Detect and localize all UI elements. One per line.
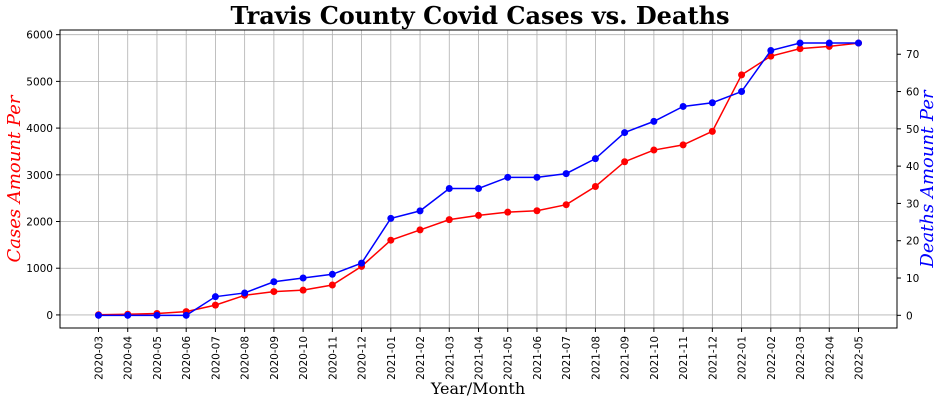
left-tick-label: 4000 [26, 123, 53, 135]
cases-point [504, 208, 512, 216]
cases-point [387, 236, 395, 244]
x-tick-label: 2021-08 [590, 336, 602, 380]
x-tick-label: 2020-11 [327, 336, 339, 380]
deaths-point [124, 311, 132, 319]
x-tick-label: 2021-04 [474, 336, 486, 380]
right-y-axis: 0 10 20 30 40 50 60 70 [897, 49, 919, 322]
deaths-point [445, 185, 453, 193]
deaths-point [591, 155, 599, 163]
right-tick-label: 10 [906, 273, 919, 285]
deaths-point [299, 274, 307, 282]
right-tick-label: 40 [906, 161, 919, 173]
cases-point [211, 301, 219, 309]
x-tick-label: 2021-03 [444, 336, 456, 380]
right-tick-label: 60 [906, 87, 919, 99]
deaths-point [153, 311, 161, 319]
series-deaths [95, 39, 862, 319]
x-tick-label: 2020-04 [123, 336, 135, 380]
x-tick-label: 2022-05 [854, 336, 866, 380]
x-tick-label: 2021-05 [503, 336, 515, 380]
left-tick-label: 1000 [26, 263, 53, 275]
deaths-point [767, 47, 775, 55]
x-tick-label: 2022-03 [795, 336, 807, 380]
x-tick-label: 2021-01 [386, 336, 398, 380]
left-tick-label: 2000 [26, 217, 53, 229]
x-tick-label: 2020-09 [269, 336, 281, 380]
series-layer [95, 39, 862, 319]
cases-point [416, 226, 424, 234]
deaths-point [328, 270, 336, 278]
left-y-axis-label: Cases Amount Per [4, 94, 25, 262]
x-tick-label: 2021-12 [707, 336, 719, 380]
x-tick-label: 2020-12 [357, 336, 369, 380]
left-y-axis: 0 1000 2000 3000 4000 5000 6000 [26, 30, 60, 322]
cases-point [533, 207, 541, 215]
x-tick-label: 2021-07 [561, 336, 573, 380]
deaths-point [738, 88, 746, 96]
deaths-point [855, 39, 862, 47]
cases-point [738, 71, 746, 79]
grid [60, 30, 897, 328]
deaths-point [211, 293, 219, 301]
cases-point [796, 45, 804, 53]
x-tick-label: 2020-10 [298, 336, 310, 380]
x-tick-label: 2020-06 [181, 336, 193, 380]
deaths-point [621, 129, 629, 137]
deaths-point [504, 173, 512, 181]
x-tick-label: 2021-11 [678, 336, 690, 380]
cases-point [270, 288, 278, 296]
x-axis: 2020-03 2020-04 2020-05 2020-06 2020-07 2020-… [94, 328, 866, 380]
cases-point [679, 141, 687, 149]
x-tick-label: 2020-08 [240, 336, 252, 380]
x-tick-label: 2021-06 [532, 336, 544, 380]
right-tick-label: 0 [906, 310, 913, 322]
cases-point [299, 286, 307, 294]
x-tick-label: 2021-02 [415, 336, 427, 380]
right-tick-label: 30 [906, 198, 919, 210]
left-tick-label: 3000 [26, 170, 53, 182]
x-tick-label: 2021-09 [620, 336, 632, 380]
x-tick-label: 2021-10 [649, 336, 661, 380]
cases-point [650, 146, 658, 154]
x-tick-label: 2022-01 [737, 336, 749, 380]
right-tick-label: 50 [906, 124, 919, 136]
right-tick-label: 20 [906, 236, 919, 248]
deaths-point [825, 39, 833, 47]
deaths-point [475, 185, 482, 193]
cases-point [621, 158, 629, 166]
deaths-point [562, 170, 570, 178]
cases-point [445, 216, 453, 224]
deaths-point [182, 311, 190, 319]
x-tick-label: 2020-05 [152, 336, 164, 380]
cases-point [591, 182, 599, 190]
cases-point [475, 211, 482, 219]
chart-title: Travis County Covid Cases vs. Deaths [230, 1, 729, 30]
deaths-point [270, 278, 278, 286]
cases-point [562, 201, 570, 209]
deaths-point [708, 99, 716, 107]
x-tick-label: 2022-02 [766, 336, 778, 380]
deaths-point [358, 259, 366, 267]
left-tick-label: 0 [46, 310, 53, 322]
deaths-point [241, 289, 249, 297]
x-tick-label: 2020-07 [210, 336, 222, 380]
deaths-point [679, 102, 687, 110]
cases-point [767, 52, 775, 60]
deaths-point [95, 311, 102, 319]
right-y-axis-label: Deaths Amount Per [917, 89, 938, 269]
x-axis-label: Year/Month [430, 379, 525, 398]
deaths-point [796, 39, 804, 47]
cases-point [708, 127, 716, 135]
cases-point [328, 281, 336, 289]
deaths-point [533, 173, 541, 181]
left-tick-label: 6000 [26, 30, 53, 42]
deaths-point [650, 117, 658, 125]
deaths-point [416, 207, 424, 215]
x-tick-label: 2022-04 [824, 336, 836, 380]
deaths-point [387, 214, 395, 222]
x-tick-label: 2020-03 [94, 336, 106, 380]
left-tick-label: 5000 [26, 76, 53, 88]
right-tick-label: 70 [906, 49, 919, 61]
